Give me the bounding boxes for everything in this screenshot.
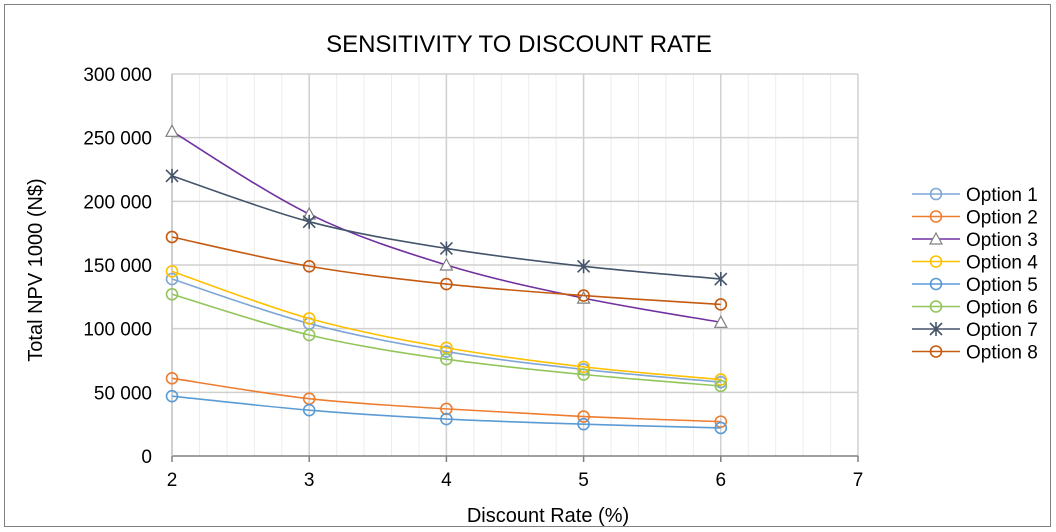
x-axis-label: Discount Rate (%) bbox=[467, 505, 629, 527]
legend-label: Option 7 bbox=[966, 320, 1038, 341]
data-point bbox=[714, 415, 728, 428]
data-point bbox=[577, 360, 590, 374]
data-point bbox=[714, 272, 728, 287]
legend-marker bbox=[929, 277, 943, 291]
data-point bbox=[714, 373, 728, 386]
series-8 bbox=[165, 230, 728, 311]
data-point bbox=[577, 259, 591, 274]
data-point bbox=[165, 389, 179, 403]
series-group bbox=[164, 124, 728, 435]
legend-item: Option 8 bbox=[912, 343, 1038, 364]
series-6 bbox=[165, 287, 728, 393]
legend-label: Option 4 bbox=[966, 253, 1038, 274]
data-point bbox=[439, 241, 453, 256]
data-point bbox=[577, 417, 590, 431]
data-point bbox=[440, 345, 453, 358]
legend-label: Option 6 bbox=[966, 298, 1038, 319]
legend-marker bbox=[928, 231, 944, 245]
data-point bbox=[439, 257, 454, 271]
legend-label: Option 1 bbox=[966, 185, 1038, 206]
data-point bbox=[165, 265, 179, 278]
data-point bbox=[302, 328, 316, 342]
axes: 0 50 000 100 000 150 000 200 000 250 000 300 0… bbox=[83, 65, 863, 491]
chart-title: SENSITIVITY TO DISCOUNT RATE bbox=[326, 31, 712, 58]
y-tick-label: 100 000 bbox=[83, 320, 152, 341]
data-point bbox=[165, 272, 179, 286]
y-tick-label: 250 000 bbox=[83, 129, 152, 150]
series-3 bbox=[164, 124, 728, 328]
data-point bbox=[440, 412, 453, 426]
data-point bbox=[302, 403, 316, 417]
data-point bbox=[713, 315, 728, 328]
legend-label: Option 5 bbox=[966, 275, 1038, 296]
y-axis-label: Total NPV 1000 (N$) bbox=[25, 178, 47, 361]
data-point bbox=[302, 312, 316, 325]
legend-marker bbox=[929, 300, 943, 313]
legend-marker bbox=[929, 255, 943, 268]
x-tick-label: 6 bbox=[716, 470, 727, 491]
y-tick-label: 0 bbox=[141, 447, 152, 468]
legend-marker bbox=[929, 210, 943, 223]
legend-item: Option 2 bbox=[912, 208, 1038, 229]
y-tick-label: 150 000 bbox=[83, 256, 152, 277]
data-point bbox=[577, 410, 590, 423]
x-tick-label: 3 bbox=[304, 470, 315, 491]
data-point bbox=[714, 298, 728, 311]
legend-marker bbox=[929, 187, 943, 201]
x-tick-label: 5 bbox=[578, 470, 589, 491]
y-tick-label: 300 000 bbox=[83, 65, 152, 86]
legend-item: Option 4 bbox=[912, 253, 1038, 274]
legend-item: Option 5 bbox=[912, 275, 1038, 296]
y-tick-label: 200 000 bbox=[83, 192, 152, 213]
data-point bbox=[302, 259, 316, 273]
legend-item: Option 6 bbox=[912, 298, 1038, 319]
grid-lines bbox=[172, 73, 859, 456]
data-point bbox=[165, 230, 179, 244]
legend-label: Option 2 bbox=[966, 208, 1038, 229]
series-line bbox=[171, 377, 721, 423]
series-line bbox=[171, 270, 721, 381]
x-tick-label: 7 bbox=[853, 470, 864, 491]
data-point bbox=[577, 368, 590, 381]
legend-marker bbox=[929, 322, 943, 336]
series-5 bbox=[165, 389, 728, 435]
legend-label: Option 3 bbox=[966, 230, 1038, 251]
legend-item: Option 3 bbox=[912, 230, 1038, 251]
data-point bbox=[440, 402, 453, 416]
data-point bbox=[302, 214, 316, 229]
series-line bbox=[171, 293, 721, 387]
data-point bbox=[577, 289, 590, 302]
series-2 bbox=[165, 372, 728, 428]
data-point bbox=[165, 287, 179, 301]
series-line bbox=[171, 395, 721, 429]
data-point bbox=[714, 379, 728, 393]
x-tick-label: 2 bbox=[167, 470, 178, 491]
data-point bbox=[165, 372, 179, 385]
data-point bbox=[165, 168, 179, 183]
series-line bbox=[171, 278, 721, 383]
series-7 bbox=[165, 168, 728, 287]
x-tick-label: 4 bbox=[441, 470, 452, 491]
series-line bbox=[171, 236, 721, 306]
legend-marker bbox=[929, 345, 943, 358]
data-point bbox=[164, 124, 180, 137]
data-point bbox=[440, 352, 453, 366]
data-point bbox=[440, 277, 453, 291]
data-point bbox=[714, 421, 728, 435]
y-tick-label: 50 000 bbox=[94, 383, 152, 404]
legend-item: Option 7 bbox=[912, 320, 1038, 341]
legend-item: Option 1 bbox=[912, 185, 1038, 206]
legend-label: Option 8 bbox=[966, 343, 1038, 364]
